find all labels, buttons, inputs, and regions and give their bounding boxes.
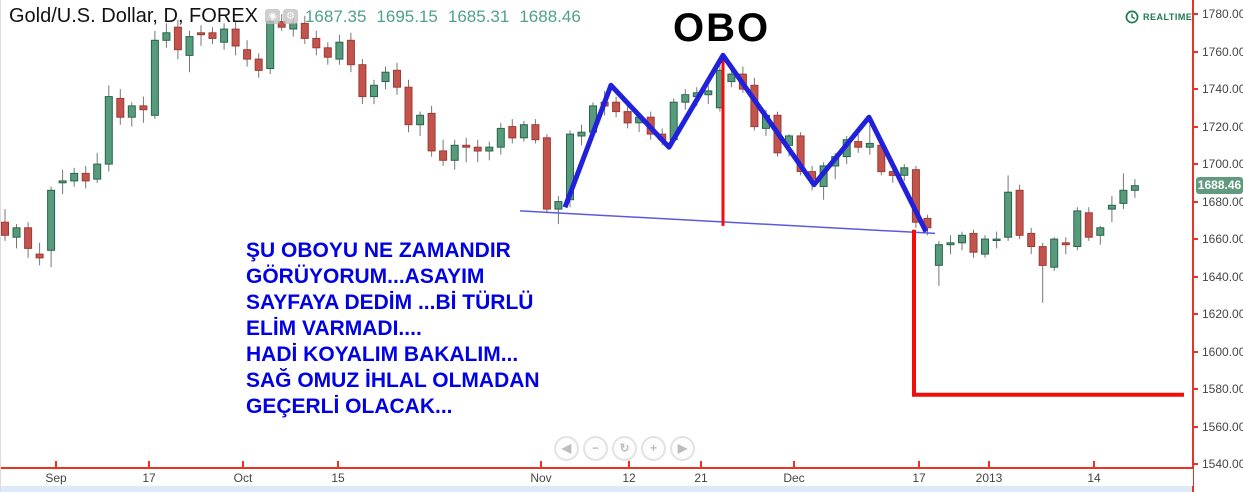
chart-header: Gold/U.S. Dollar, D, FOREX ◉ ⚙ 1687.35 1…	[9, 5, 581, 28]
price-tick-mark	[1192, 350, 1198, 353]
time-axis[interactable]: Sep 17 Oct 15 Nov 12 21 Dec 17 2013 14	[1, 467, 1193, 486]
price-tick-label: 1540.00	[1202, 457, 1243, 472]
time-tick-label: 14	[1087, 471, 1101, 485]
bottom-page-strip	[1, 484, 1243, 492]
realtime-badge: REALTIME	[1125, 10, 1192, 24]
price-tick-mark	[1192, 88, 1198, 91]
time-tick-label: 12	[622, 471, 636, 485]
obo-pattern-label: OBO	[673, 6, 771, 50]
time-tick-label: 21	[694, 471, 708, 485]
price-tick-label: 1740.00	[1202, 82, 1243, 97]
ohlc-values: 1687.35 1695.15 1685.31 1688.46	[305, 7, 581, 27]
zoom-out-button[interactable]: −	[583, 436, 608, 461]
last-price-badge: 1688.46	[1196, 177, 1243, 195]
comment-line: ELİM VARMADI....	[246, 317, 422, 340]
price-tick-label: 1660.00	[1202, 232, 1243, 247]
comment-line: SAĞ OMUZ İHLAL OLMADAN	[246, 369, 540, 392]
price-tick-mark	[1192, 313, 1198, 316]
price-tick-mark	[1192, 125, 1198, 128]
price-tick-mark	[1192, 275, 1198, 278]
price-tick-mark	[1192, 463, 1198, 466]
time-tick-label: Dec	[783, 471, 805, 485]
pan-right-button[interactable]: ▶	[670, 436, 695, 461]
comment-line: HADİ KOYALIM BAKALIM...	[246, 343, 519, 366]
breakdown-target-line[interactable]	[912, 229, 1184, 397]
time-tick-label: 15	[331, 471, 345, 485]
time-tick-label: Nov	[530, 471, 552, 485]
time-tick-label: Sep	[45, 471, 67, 485]
neckline[interactable]	[519, 210, 936, 235]
low-value: 1685.31	[447, 6, 510, 26]
time-tick-label: 2013	[975, 471, 1003, 485]
price-tick-mark	[1192, 238, 1198, 241]
price-tick-mark	[1192, 50, 1198, 53]
price-axis[interactable]: 1688.46 1780.00 1760.00 1740.00 1720.00 1700…	[1192, 0, 1243, 492]
candlestick-plot-area[interactable]	[1, 0, 1193, 467]
price-tick-label: 1720.00	[1202, 119, 1243, 134]
symbol-title: Gold/U.S. Dollar, D, FOREX	[9, 5, 258, 27]
comment-annotation: ŞU OBOYU NE ZAMANDIR GÖRÜYORUM...ASAYIM SA…	[246, 238, 540, 420]
comment-line: GEÇERLİ OLACAK...	[246, 395, 453, 418]
price-tick-mark	[1192, 425, 1198, 428]
price-tick-label: 1640.00	[1202, 269, 1243, 284]
price-tick-label: 1580.00	[1202, 382, 1243, 397]
chart-nav-controls: ◀ − ↻ + ▶	[554, 436, 695, 461]
price-tick-label: 1600.00	[1202, 344, 1243, 359]
price-tick-label: 1680.00	[1202, 194, 1243, 209]
realtime-label: REALTIME	[1143, 12, 1193, 22]
price-tick-label: 1620.00	[1202, 307, 1243, 322]
gear-icon[interactable]: ⚙	[282, 9, 298, 24]
close-value: 1688.46	[519, 6, 581, 26]
reset-view-button[interactable]: ↻	[612, 436, 637, 461]
realtime-clock-icon	[1125, 10, 1139, 24]
price-tick-mark	[1192, 200, 1198, 203]
price-tick-label: 1780.00	[1202, 7, 1243, 22]
comment-line: ŞU OBOYU NE ZAMANDIR	[246, 239, 511, 262]
price-tick-label: 1560.00	[1202, 419, 1243, 434]
comment-line: GÖRÜYORUM...ASAYIM	[246, 265, 485, 288]
obo-zigzag[interactable]	[562, 52, 929, 233]
time-tick-label: Oct	[233, 471, 253, 485]
price-tick-mark	[1192, 163, 1198, 166]
price-tick-label: 1700.00	[1202, 157, 1243, 172]
price-tick-mark	[1192, 388, 1198, 391]
zoom-in-button[interactable]: +	[641, 436, 666, 461]
candles-layer	[1, 14, 1139, 303]
open-value: 1687.35	[304, 6, 367, 26]
comment-line: SAYFAYA DEDİM ...Bİ TÜRLÜ	[246, 291, 534, 314]
price-tick-label: 1760.00	[1202, 44, 1243, 59]
time-tick-label: 17	[142, 471, 156, 485]
high-value: 1695.15	[376, 6, 438, 26]
price-tick-mark	[1192, 13, 1198, 16]
pan-left-button[interactable]: ◀	[554, 436, 579, 461]
eye-icon[interactable]: ◉	[264, 9, 280, 24]
time-tick-label: 17	[912, 471, 926, 485]
